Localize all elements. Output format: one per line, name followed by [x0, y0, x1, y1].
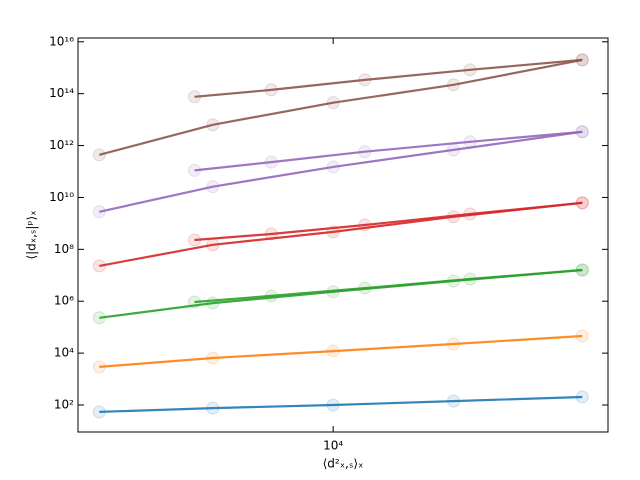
series-line [99, 395, 583, 413]
y-tick-label: 10¹⁴ [49, 86, 74, 100]
series-line [99, 130, 583, 213]
y-tick-label: 10¹² [49, 138, 74, 152]
series-line [99, 334, 583, 368]
series-line [194, 268, 583, 304]
y-tick-label: 10¹⁰ [49, 190, 74, 204]
series-line [194, 58, 583, 98]
series-line [194, 130, 583, 172]
series-line [194, 201, 583, 242]
series-line [99, 58, 583, 156]
series-line [99, 268, 583, 319]
plot-frame [77, 37, 609, 433]
y-tick-label: 10¹⁶ [49, 34, 74, 48]
y-tick-label: 10⁴ [54, 346, 74, 360]
marker [92, 148, 106, 162]
y-tick-label: 10⁶ [54, 294, 74, 308]
marker [92, 205, 106, 219]
y-tick-label: 10⁸ [54, 242, 74, 256]
y-axis-label: ⟨|dₓ,ₛ|ᵖ⟩ₓ [25, 210, 39, 259]
y-tick-label: 10² [54, 397, 74, 411]
x-axis-label: ⟨d²ₓ,ₛ⟩ₓ [323, 457, 364, 471]
x-tick-label: 10⁴ [323, 439, 343, 453]
series-line [99, 201, 583, 267]
